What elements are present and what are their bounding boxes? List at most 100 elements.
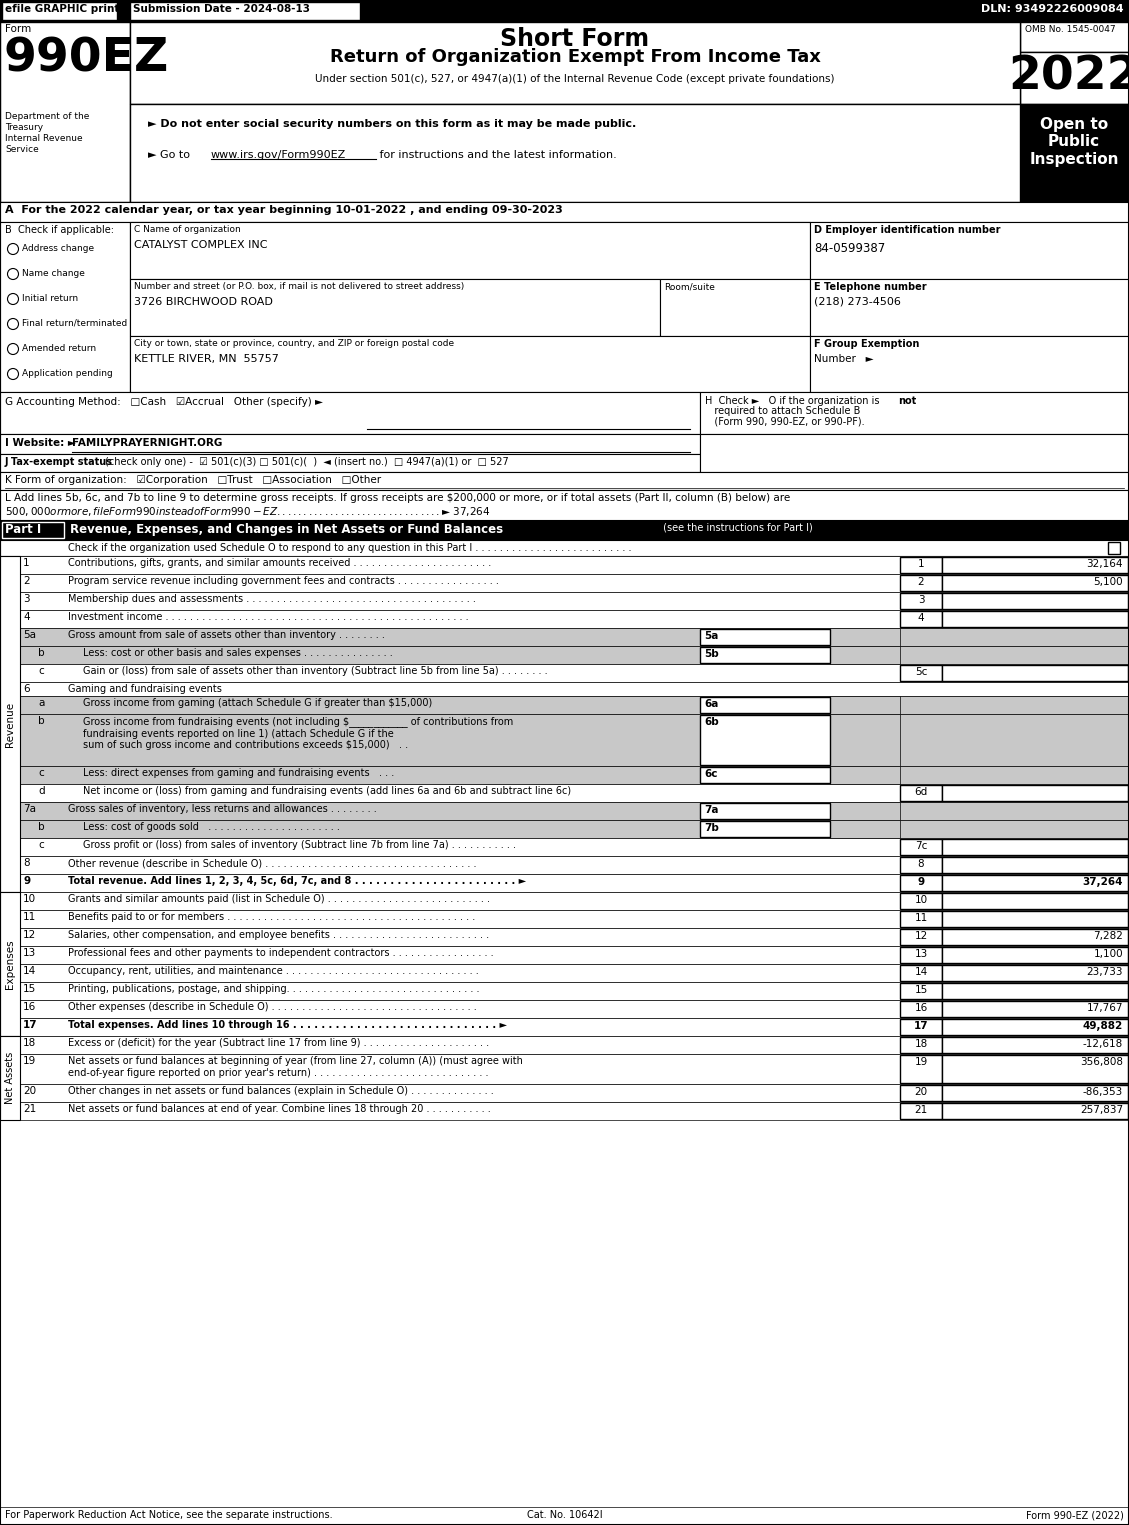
Text: 5,100: 5,100 bbox=[1093, 576, 1123, 587]
Text: I Website: ►: I Website: ► bbox=[5, 438, 76, 448]
Bar bbox=[942, 612, 1128, 627]
Text: 5b: 5b bbox=[704, 650, 719, 659]
Bar bbox=[20, 820, 1129, 839]
Text: 17,767: 17,767 bbox=[1086, 1003, 1123, 1013]
Text: Benefits paid to or for members . . . . . . . . . . . . . . . . . . . . . . . . : Benefits paid to or for members . . . . … bbox=[68, 912, 475, 923]
Bar bbox=[20, 557, 1129, 573]
Bar bbox=[830, 714, 900, 766]
Bar bbox=[20, 647, 1129, 663]
Bar bbox=[20, 1084, 1129, 1103]
Text: 11: 11 bbox=[23, 912, 36, 923]
Bar bbox=[0, 21, 1129, 201]
Text: 13: 13 bbox=[914, 949, 928, 959]
Text: KETTLE RIVER, MN  55757: KETTLE RIVER, MN 55757 bbox=[134, 354, 279, 364]
Bar bbox=[942, 857, 1128, 872]
Text: b: b bbox=[38, 648, 45, 657]
Text: 1: 1 bbox=[23, 558, 29, 567]
Bar bbox=[20, 663, 1129, 682]
Text: Less: direct expenses from gaming and fundraising events   . . .: Less: direct expenses from gaming and fu… bbox=[84, 769, 404, 778]
Text: Cat. No. 10642I: Cat. No. 10642I bbox=[527, 1510, 602, 1520]
Text: 12: 12 bbox=[914, 930, 928, 941]
Bar bbox=[830, 766, 900, 784]
Text: 18: 18 bbox=[914, 1039, 928, 1049]
Bar bbox=[20, 682, 1129, 695]
Bar bbox=[900, 557, 942, 573]
Bar bbox=[20, 929, 1129, 946]
Bar bbox=[942, 894, 1128, 909]
Text: Under section 501(c), 527, or 4947(a)(1) of the Internal Revenue Code (except pr: Under section 501(c), 527, or 4947(a)(1)… bbox=[315, 75, 834, 84]
Text: Gross amount from sale of assets other than inventory . . . . . . . .: Gross amount from sale of assets other t… bbox=[68, 630, 385, 640]
Bar bbox=[0, 540, 1129, 557]
Circle shape bbox=[8, 293, 18, 305]
Text: c: c bbox=[38, 840, 44, 849]
Text: (see the instructions for Part I): (see the instructions for Part I) bbox=[660, 523, 813, 534]
Bar bbox=[130, 2, 360, 20]
Bar bbox=[900, 1103, 942, 1119]
Text: Name change: Name change bbox=[21, 268, 85, 278]
Text: 3726 BIRCHWOOD ROAD: 3726 BIRCHWOOD ROAD bbox=[134, 297, 273, 307]
Text: Less: cost of goods sold   . . . . . . . . . . . . . . . . . . . . . .: Less: cost of goods sold . . . . . . . .… bbox=[84, 822, 340, 833]
Text: 15: 15 bbox=[914, 985, 928, 994]
Text: City or town, state or province, country, and ZIP or foreign postal code: City or town, state or province, country… bbox=[134, 339, 454, 348]
Text: Gross income from gaming (attach Schedule G if greater than $15,000): Gross income from gaming (attach Schedul… bbox=[84, 698, 432, 708]
Text: Contributions, gifts, grants, and similar amounts received . . . . . . . . . . .: Contributions, gifts, grants, and simila… bbox=[68, 558, 491, 567]
Text: Application pending: Application pending bbox=[21, 369, 113, 378]
Text: d: d bbox=[38, 785, 45, 796]
Bar bbox=[942, 984, 1128, 999]
Bar bbox=[700, 715, 830, 766]
Text: B  Check if applicable:: B Check if applicable: bbox=[5, 226, 114, 235]
Text: 3: 3 bbox=[23, 595, 29, 604]
Circle shape bbox=[8, 244, 18, 255]
Bar bbox=[942, 557, 1128, 573]
Text: 17: 17 bbox=[23, 1020, 37, 1029]
Bar bbox=[809, 279, 1129, 336]
Text: 21: 21 bbox=[23, 1104, 36, 1113]
Text: K Form of organization:   ☑Corporation   □Trust   □Association   □Other: K Form of organization: ☑Corporation □Tr… bbox=[5, 474, 382, 485]
Bar bbox=[700, 628, 830, 645]
Bar bbox=[942, 875, 1128, 891]
Bar bbox=[1019, 21, 1129, 52]
Bar bbox=[0, 892, 20, 1035]
Text: 15: 15 bbox=[23, 984, 36, 994]
Bar bbox=[20, 695, 1129, 714]
Text: Salaries, other compensation, and employee benefits . . . . . . . . . . . . . . : Salaries, other compensation, and employ… bbox=[68, 930, 489, 939]
Text: Department of the: Department of the bbox=[5, 111, 89, 120]
Bar bbox=[130, 223, 809, 279]
Text: Total expenses. Add lines 10 through 16 . . . . . . . . . . . . . . . . . . . . : Total expenses. Add lines 10 through 16 … bbox=[68, 1020, 507, 1029]
Text: c: c bbox=[38, 769, 44, 778]
Text: not: not bbox=[898, 396, 917, 406]
Text: Grants and similar amounts paid (list in Schedule O) . . . . . . . . . . . . . .: Grants and similar amounts paid (list in… bbox=[68, 894, 490, 904]
Bar bbox=[0, 392, 700, 435]
Text: 5a: 5a bbox=[23, 630, 36, 640]
Circle shape bbox=[8, 369, 18, 380]
Text: 14: 14 bbox=[914, 967, 928, 978]
Text: 37,264: 37,264 bbox=[1083, 877, 1123, 888]
Bar bbox=[20, 802, 1129, 820]
Text: b: b bbox=[38, 822, 45, 833]
Bar bbox=[700, 392, 1129, 435]
Bar bbox=[2, 522, 64, 538]
Bar bbox=[130, 279, 660, 336]
Text: 1: 1 bbox=[918, 560, 925, 569]
Text: 6b: 6b bbox=[704, 717, 719, 727]
Bar bbox=[809, 336, 1129, 392]
Bar bbox=[20, 573, 1129, 592]
Bar bbox=[900, 875, 942, 891]
Text: Treasury: Treasury bbox=[5, 124, 43, 133]
Text: 49,882: 49,882 bbox=[1083, 1022, 1123, 1031]
Bar bbox=[0, 1035, 20, 1119]
Text: Form 990-EZ (2022): Form 990-EZ (2022) bbox=[1026, 1510, 1124, 1520]
Text: 16: 16 bbox=[23, 1002, 36, 1013]
Text: C Name of organization: C Name of organization bbox=[134, 226, 240, 233]
Text: 14: 14 bbox=[23, 965, 36, 976]
Text: E Telephone number: E Telephone number bbox=[814, 282, 927, 291]
Text: Short Form: Short Form bbox=[500, 27, 649, 50]
Text: Program service revenue including government fees and contracts . . . . . . . . : Program service revenue including govern… bbox=[68, 576, 499, 586]
Bar bbox=[942, 1019, 1128, 1035]
Text: Excess or (deficit) for the year (Subtract line 17 from line 9) . . . . . . . . : Excess or (deficit) for the year (Subtra… bbox=[68, 1039, 489, 1048]
Bar bbox=[700, 767, 830, 782]
Bar bbox=[900, 593, 942, 608]
Text: 5c: 5c bbox=[914, 666, 927, 677]
Text: 7,282: 7,282 bbox=[1093, 930, 1123, 941]
Text: Gain or (loss) from sale of assets other than inventory (Subtract line 5b from l: Gain or (loss) from sale of assets other… bbox=[84, 666, 548, 676]
